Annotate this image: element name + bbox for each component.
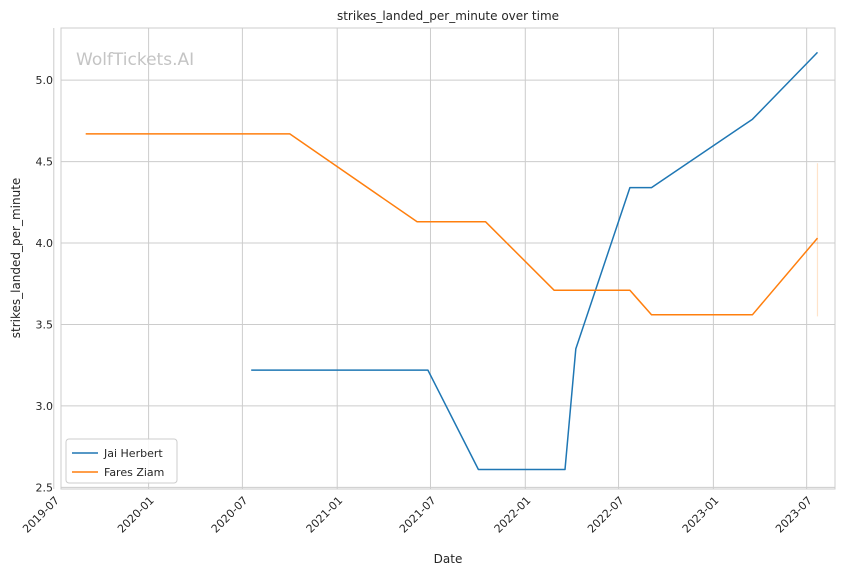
y-tick-label: 5.0 — [36, 74, 54, 87]
chart-title: strikes_landed_per_minute over time — [337, 9, 559, 23]
y-tick-label: 2.5 — [36, 481, 54, 494]
grid — [53, 28, 835, 489]
y-axis-title: strikes_landed_per_minute — [9, 178, 23, 339]
legend: Jai Herbert Fares Ziam — [65, 438, 178, 484]
series-line-jai-herbert — [251, 51, 819, 471]
y-tick-label: 3.0 — [36, 400, 54, 413]
watermark: WolfTickets.AI — [76, 50, 194, 70]
series-line-fares-ziam — [85, 133, 819, 316]
y-tick-label: 4.5 — [36, 156, 54, 169]
legend-label-fares-ziam: Fares Ziam — [104, 466, 164, 479]
x-axis-title: Date — [434, 552, 463, 566]
y-tick-label: 3.5 — [36, 318, 54, 331]
y-tick-label: 4.0 — [36, 237, 54, 250]
plot-frame — [60, 27, 836, 490]
legend-label-jai-herbert: Jai Herbert — [103, 447, 163, 460]
series-layer — [85, 51, 819, 471]
